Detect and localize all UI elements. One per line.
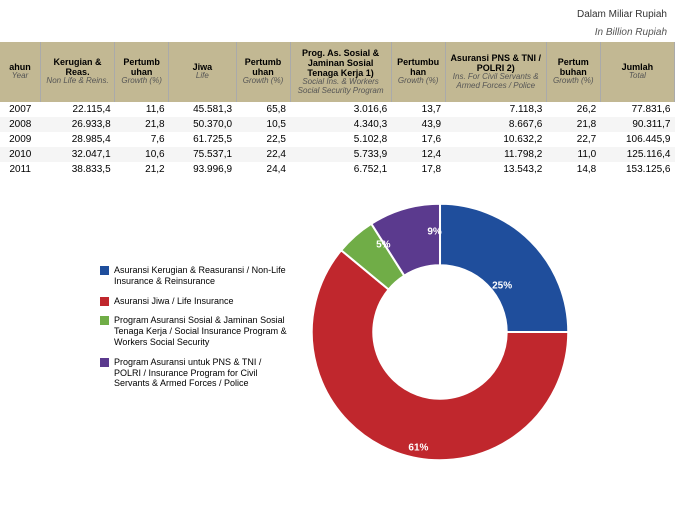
table-cell: 10,5: [236, 117, 290, 132]
legend-text: Program Asuransi untuk PNS & TNI / POLRI…: [114, 357, 290, 389]
table-cell: 77.831,6: [600, 102, 674, 117]
table-cell: 21,8: [115, 117, 169, 132]
legend-item: Asuransi Kerugian & Reasuransi / Non-Lif…: [100, 265, 290, 287]
chart-section: Asuransi Kerugian & Reasuransi / Non-Lif…: [0, 177, 675, 487]
table-row: 200928.985,47,661.725,522,55.102,817,610…: [0, 132, 675, 147]
table-body: 200722.115,411,645.581,365,83.016,613,77…: [0, 102, 675, 177]
table-cell: 2010: [0, 147, 40, 162]
donut-slice: [440, 203, 568, 331]
unit-en: In Billion Rupiah: [595, 27, 667, 38]
table-cell: 43,9: [391, 117, 445, 132]
table-cell: 22,5: [236, 132, 290, 147]
table-header-cell: Prog. As. Sosial & Jaminan Sosial Tenaga…: [290, 42, 391, 102]
table-cell: 24,4: [236, 162, 290, 177]
table-cell: 106.445,9: [600, 132, 674, 147]
legend-text: Asuransi Jiwa / Life Insurance: [114, 296, 234, 307]
table-cell: 45.581,3: [169, 102, 236, 117]
table-cell: 26.933,8: [40, 117, 114, 132]
table-cell: 22,7: [546, 132, 600, 147]
table-cell: 75.537,1: [169, 147, 236, 162]
table-cell: 21,2: [115, 162, 169, 177]
table-row: 201032.047,110,675.537,122,45.733,912,41…: [0, 147, 675, 162]
table-cell: 11,0: [546, 147, 600, 162]
table-cell: 10.632,2: [445, 132, 546, 147]
table-cell: 3.016,6: [290, 102, 391, 117]
table-cell: 26,2: [546, 102, 600, 117]
table-cell: 61.725,5: [169, 132, 236, 147]
legend-item: Program Asuransi Sosial & Jaminan Sosial…: [100, 315, 290, 347]
table-cell: 6.752,1: [290, 162, 391, 177]
table-cell: 22.115,4: [40, 102, 114, 117]
slice-label: 61%: [408, 442, 428, 453]
table-cell: 14,8: [546, 162, 600, 177]
table-cell: 17,8: [391, 162, 445, 177]
slice-label: 5%: [376, 240, 390, 251]
slice-label: 25%: [492, 280, 512, 291]
legend-item: Program Asuransi untuk PNS & TNI / POLRI…: [100, 357, 290, 389]
table-header-cell: ahunYear: [0, 42, 40, 102]
table-header-cell: Asuransi PNS & TNI / POLRI 2)Ins. For Ci…: [445, 42, 546, 102]
table-header-cell: Pertumb uhanGrowth (%): [115, 42, 169, 102]
data-table: ahunYearKerugian & Reas.Non Life & Reins…: [0, 42, 675, 177]
chart-legend: Asuransi Kerugian & Reasuransi / Non-Lif…: [100, 265, 290, 398]
legend-text: Asuransi Kerugian & Reasuransi / Non-Lif…: [114, 265, 290, 287]
table-cell: 11,6: [115, 102, 169, 117]
table-cell: 5.733,9: [290, 147, 391, 162]
table-header-cell: Pertumb uhanGrowth (%): [236, 42, 290, 102]
table-cell: 2008: [0, 117, 40, 132]
table-cell: 7,6: [115, 132, 169, 147]
unit-label: Dalam Miliar Rupiah In Billion Rupiah: [0, 0, 675, 42]
donut-chart: 25% 61% 5% 9%: [305, 197, 575, 467]
table-cell: 38.833,5: [40, 162, 114, 177]
table-cell: 13,7: [391, 102, 445, 117]
table-header-cell: Pertumbu hanGrowth (%): [391, 42, 445, 102]
table-cell: 10,6: [115, 147, 169, 162]
legend-swatch: [100, 297, 109, 306]
table-header-cell: Kerugian & Reas.Non Life & Reins.: [40, 42, 114, 102]
table-cell: 13.543,2: [445, 162, 546, 177]
legend-text: Program Asuransi Sosial & Jaminan Sosial…: [114, 315, 290, 347]
table-cell: 21,8: [546, 117, 600, 132]
slice-label: 9%: [427, 226, 441, 237]
unit-id: Dalam Miliar Rupiah: [577, 9, 667, 20]
table-header-row: ahunYearKerugian & Reas.Non Life & Reins…: [0, 42, 675, 102]
table-cell: 2009: [0, 132, 40, 147]
table-cell: 65,8: [236, 102, 290, 117]
table-cell: 125.116,4: [600, 147, 674, 162]
table-cell: 32.047,1: [40, 147, 114, 162]
table-row: 200722.115,411,645.581,365,83.016,613,77…: [0, 102, 675, 117]
legend-swatch: [100, 358, 109, 367]
table-cell: 17,6: [391, 132, 445, 147]
legend-item: Asuransi Jiwa / Life Insurance: [100, 296, 290, 307]
table-row: 200826.933,821,850.370,010,54.340,343,98…: [0, 117, 675, 132]
table-cell: 50.370,0: [169, 117, 236, 132]
table-cell: 2007: [0, 102, 40, 117]
table-header-cell: Pertum buhanGrowth (%): [546, 42, 600, 102]
table-cell: 7.118,3: [445, 102, 546, 117]
table-cell: 11.798,2: [445, 147, 546, 162]
table-header-cell: JiwaLife: [169, 42, 236, 102]
table-cell: 5.102,8: [290, 132, 391, 147]
table-cell: 2011: [0, 162, 40, 177]
legend-swatch: [100, 316, 109, 325]
table-cell: 8.667,6: [445, 117, 546, 132]
table-header-cell: JumlahTotal: [600, 42, 674, 102]
table-cell: 153.125,6: [600, 162, 674, 177]
table-cell: 4.340,3: [290, 117, 391, 132]
table-cell: 12,4: [391, 147, 445, 162]
legend-swatch: [100, 266, 109, 275]
table-row: 201138.833,521,293.996,924,46.752,117,81…: [0, 162, 675, 177]
table-cell: 28.985,4: [40, 132, 114, 147]
table-cell: 93.996,9: [169, 162, 236, 177]
table-cell: 22,4: [236, 147, 290, 162]
table-cell: 90.311,7: [600, 117, 674, 132]
